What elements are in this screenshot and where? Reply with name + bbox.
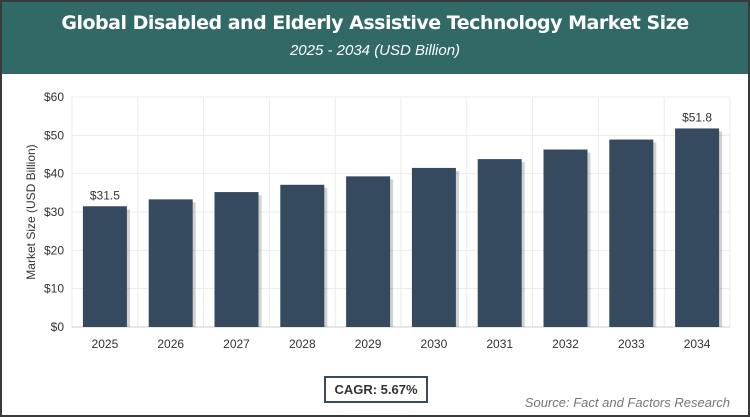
chart-header: Global Disabled and Elderly Assistive Te…	[2, 2, 748, 74]
bar	[609, 139, 654, 327]
x-tick-label: 2033	[618, 337, 645, 351]
x-tick-label: 2030	[421, 337, 448, 351]
bar	[411, 167, 456, 327]
bar	[82, 206, 127, 327]
y-tick-label: $10	[44, 282, 64, 296]
data-label: $51.8	[682, 110, 712, 124]
y-tick-label: $20	[44, 243, 64, 257]
x-tick-label: 2027	[223, 337, 250, 351]
bar	[148, 199, 193, 327]
bar	[477, 159, 522, 327]
chart-title: Global Disabled and Elderly Assistive Te…	[61, 12, 689, 34]
x-tick-label: 2028	[289, 337, 316, 351]
x-tick-label: 2025	[92, 337, 119, 351]
y-axis-title: Market Size (USD Billion)	[24, 144, 38, 279]
data-label: $31.5	[90, 188, 120, 202]
cagr-badge: CAGR: 5.67%	[324, 376, 428, 403]
x-tick-label: 2029	[355, 337, 382, 351]
y-tick-label: $60	[44, 90, 64, 104]
bar	[543, 149, 588, 327]
bar	[346, 176, 391, 327]
y-tick-label: $0	[51, 320, 65, 334]
x-tick-label: 2031	[486, 337, 513, 351]
x-tick-label: 2034	[684, 337, 711, 351]
bar	[675, 128, 720, 327]
bar	[214, 192, 259, 327]
bar	[280, 184, 325, 327]
chart-subtitle: 2025 - 2034 (USD Billion)	[289, 42, 461, 59]
x-tick-label: 2026	[157, 337, 184, 351]
source-note: Source: Fact and Factors Research	[524, 395, 730, 410]
y-tick-label: $50	[44, 128, 64, 142]
x-tick-label: 2032	[552, 337, 579, 351]
y-tick-label: $40	[44, 167, 64, 181]
y-tick-label: $30	[44, 205, 64, 219]
